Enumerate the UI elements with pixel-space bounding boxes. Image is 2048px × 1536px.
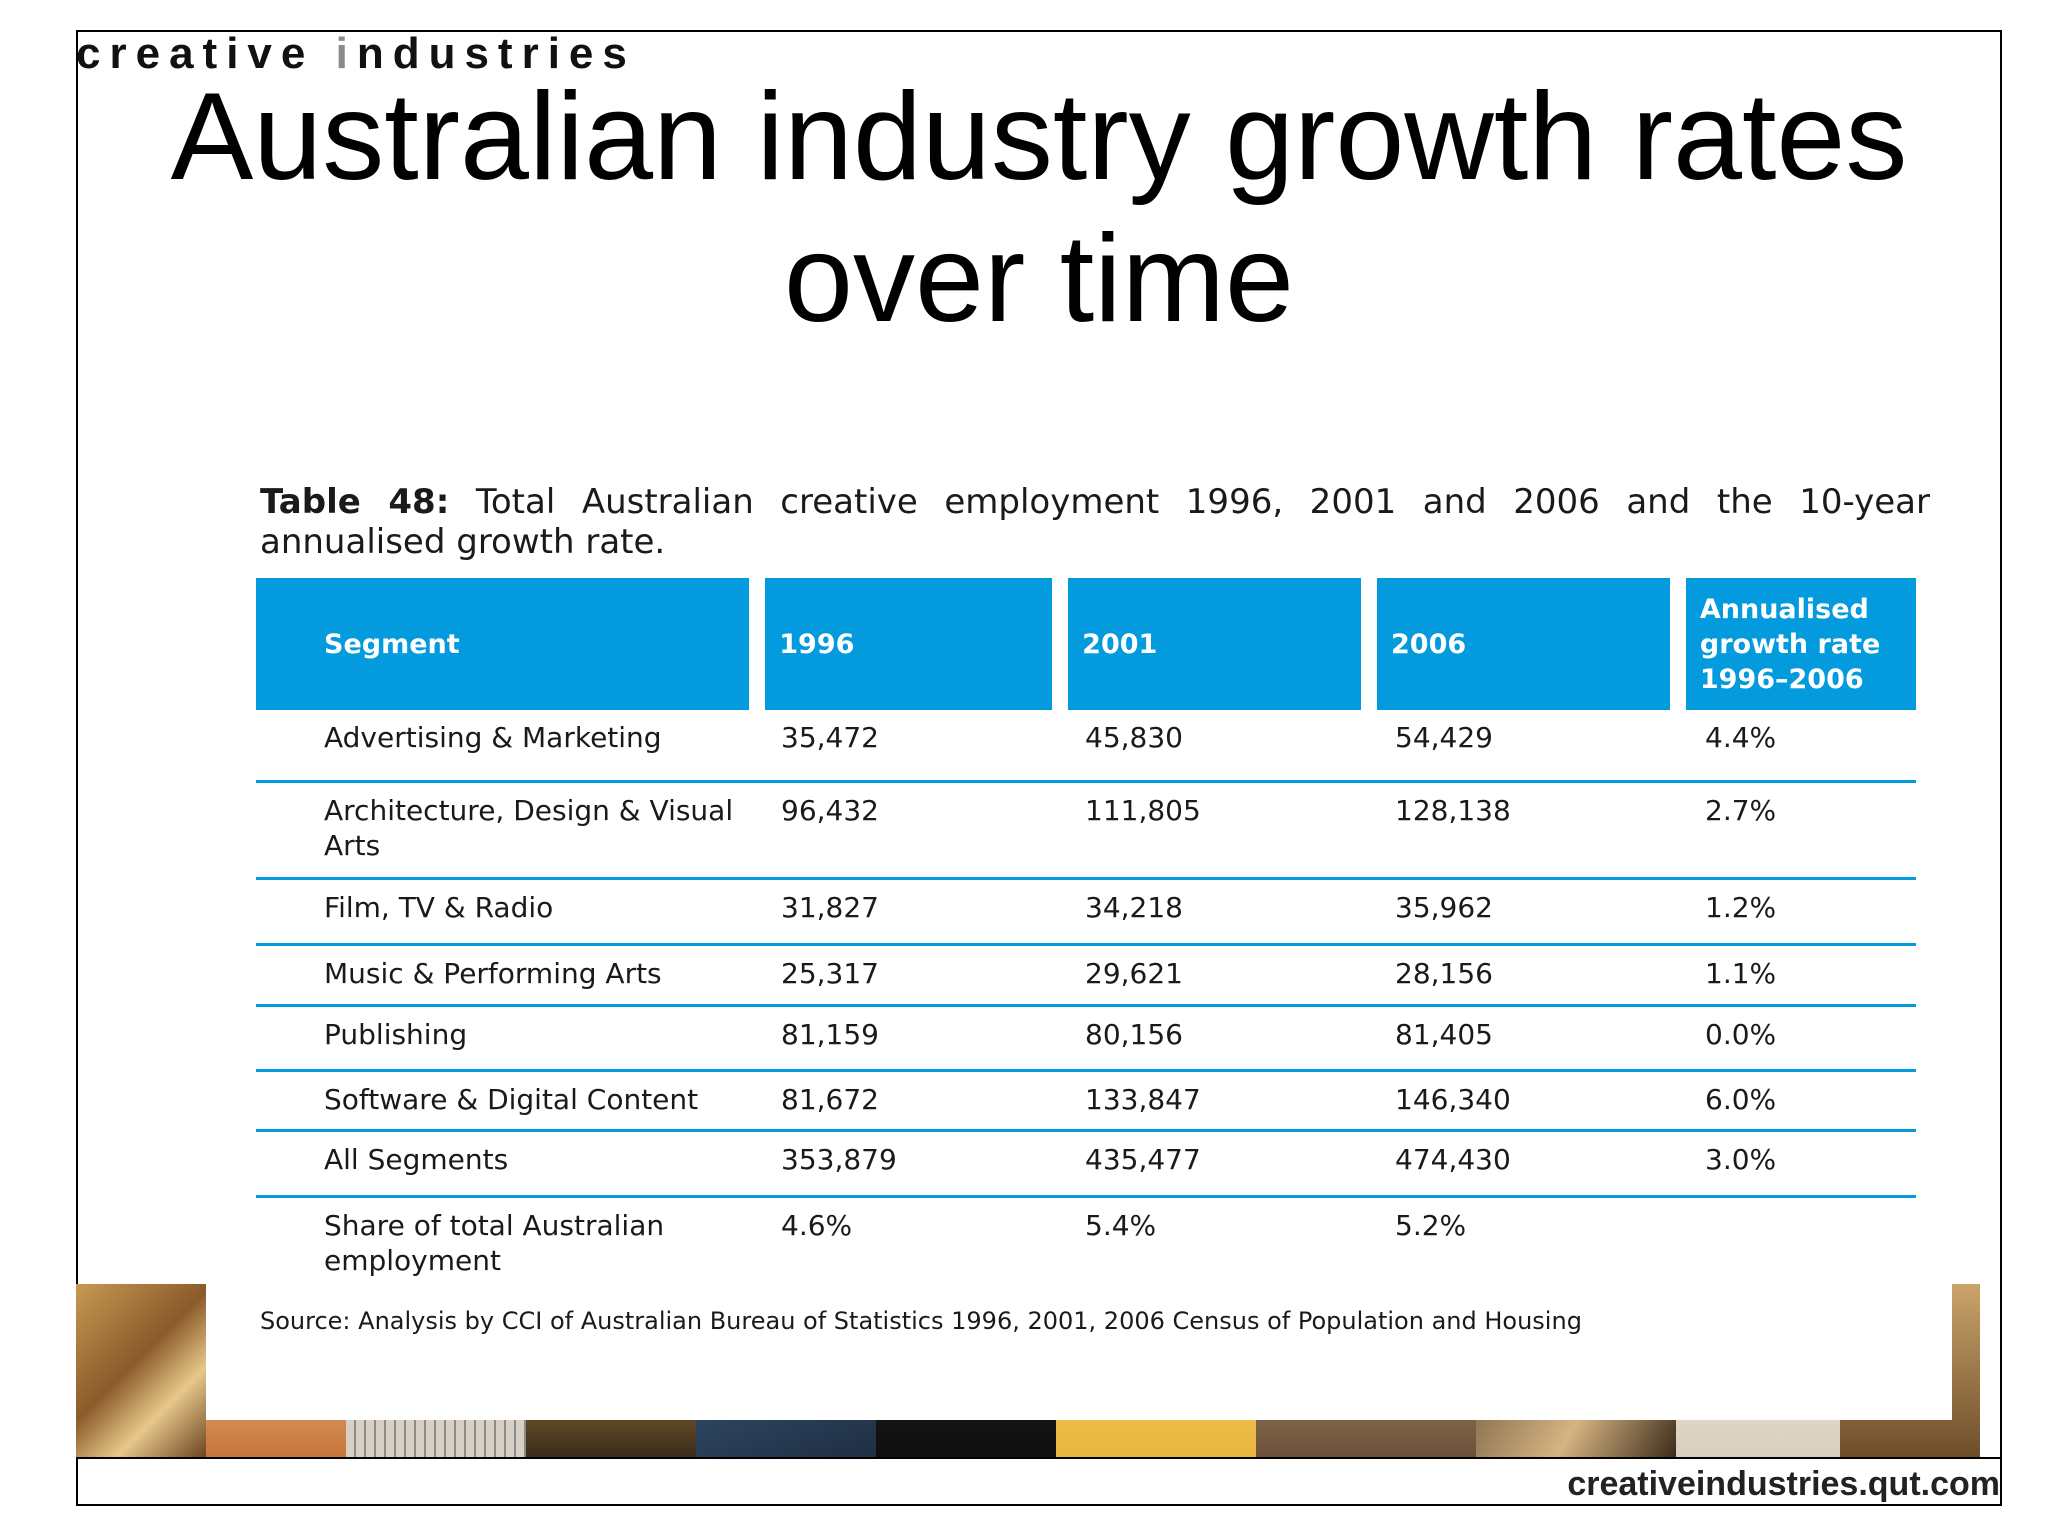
table-header-row: Segment 1996 2001 2006 Annualised growth… [256, 578, 1916, 710]
cell-segment: Publishing [324, 1018, 468, 1051]
cell-growth-rate: 6.0% [1705, 1083, 1777, 1116]
cell-1996: 4.6% [781, 1209, 853, 1242]
cell-segment: Music & Performing Arts [324, 957, 662, 990]
column-header-1996: 1996 [765, 578, 1053, 710]
brand-prefix: creative [76, 29, 336, 78]
cell-growth-rate: 1.2% [1705, 891, 1777, 924]
photo-dancer [76, 1284, 206, 1458]
cell-2001: 34,218 [1085, 891, 1183, 924]
cell-2006: 5.2% [1395, 1209, 1467, 1242]
cell-2006: 35,962 [1395, 891, 1493, 924]
column-header-2006: 2006 [1377, 578, 1670, 710]
cell-growth-rate: 0.0% [1705, 1018, 1777, 1051]
cell-1996: 96,432 [781, 794, 879, 827]
cell-2006: 474,430 [1395, 1143, 1511, 1176]
cell-1996: 353,879 [781, 1143, 897, 1176]
table-row: Music & Performing Arts 25,317 29,621 28… [256, 946, 1916, 1007]
slide-title: Australian industry growth rates over ti… [170, 68, 1908, 348]
cell-1996: 81,159 [781, 1018, 879, 1051]
cell-segment: Architecture, Design & Visual Arts [324, 794, 734, 862]
cell-segment: All Segments [324, 1143, 509, 1176]
column-header-growth-rate: Annualised growth rate 1996–2006 [1685, 578, 1916, 710]
cell-growth-rate: 3.0% [1705, 1143, 1777, 1176]
cell-2006: 128,138 [1395, 794, 1511, 827]
cell-2001: 80,156 [1085, 1018, 1183, 1051]
table-row: All Segments 353,879 435,477 474,430 3.0… [256, 1132, 1916, 1198]
cell-growth-rate: 2.7% [1705, 794, 1777, 827]
cell-2001: 133,847 [1085, 1083, 1201, 1116]
cell-1996: 81,672 [781, 1083, 879, 1116]
table-row: Architecture, Design & Visual Arts 96,43… [256, 783, 1916, 880]
column-header-segment: Segment [256, 578, 750, 710]
table-caption-label: Table 48: [260, 482, 450, 522]
cell-growth-rate: 4.4% [1705, 721, 1777, 754]
brand-highlight: i [335, 29, 357, 78]
footer-rule [76, 1457, 2002, 1459]
table-row: Share of total Australian employment 4.6… [256, 1198, 1916, 1288]
cell-2001: 29,621 [1085, 957, 1183, 990]
cell-growth-rate [1691, 1198, 1916, 1288]
cell-1996: 31,827 [781, 891, 879, 924]
cell-growth-rate: 1.1% [1705, 957, 1777, 990]
cell-1996: 35,472 [781, 721, 879, 754]
table-caption: Table 48: Total Australian creative empl… [260, 482, 1930, 562]
employment-table: Segment 1996 2001 2006 Annualised growth… [256, 578, 1916, 1288]
cell-segment: Software & Digital Content [324, 1083, 699, 1116]
table-row: Advertising & Marketing 35,472 45,830 54… [256, 710, 1916, 783]
table-panel [206, 380, 1952, 1420]
cell-segment: Advertising & Marketing [324, 721, 662, 754]
cell-2006: 28,156 [1395, 957, 1493, 990]
brand-wordmark: creative industries [76, 28, 636, 80]
table-source-note: Source: Analysis by CCI of Australian Bu… [260, 1307, 1582, 1335]
cell-2001: 435,477 [1085, 1143, 1201, 1176]
cell-segment: Share of total Australian employment [324, 1209, 665, 1277]
cell-2006: 54,429 [1395, 721, 1493, 754]
table-row: Publishing 81,159 80,156 81,405 0.0% [256, 1007, 1916, 1072]
brand-suffix: ndustries [356, 29, 636, 78]
cell-2001: 111,805 [1085, 794, 1201, 827]
cell-2001: 5.4% [1085, 1209, 1157, 1242]
table-row: Film, TV & Radio 31,827 34,218 35,962 1.… [256, 880, 1916, 946]
cell-segment: Film, TV & Radio [324, 891, 554, 924]
footer-url: creativeindustries.qut.com [1567, 1465, 2000, 1503]
cell-2001: 45,830 [1085, 721, 1183, 754]
slide-frame [76, 30, 2002, 1506]
cell-2006: 81,405 [1395, 1018, 1493, 1051]
cell-1996: 25,317 [781, 957, 879, 990]
table-caption-text: Total Australian creative employment 199… [260, 482, 1930, 562]
column-header-2001: 2001 [1068, 578, 1362, 710]
cell-2006: 146,340 [1395, 1083, 1511, 1116]
table-row: Software & Digital Content 81,672 133,84… [256, 1072, 1916, 1132]
